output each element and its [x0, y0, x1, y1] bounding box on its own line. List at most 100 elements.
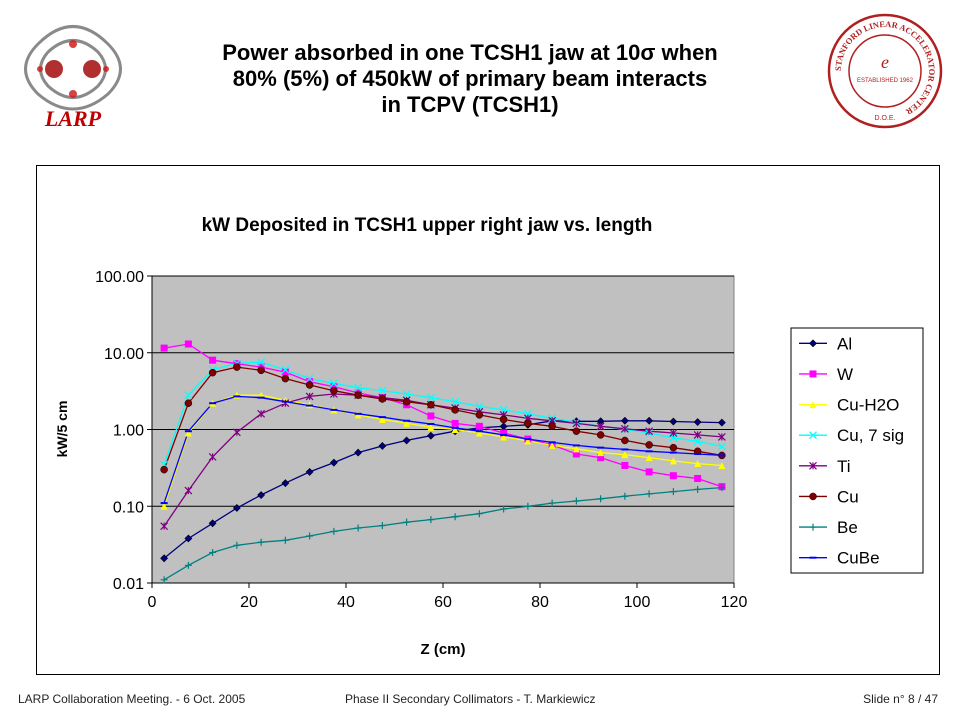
- data-point: [281, 536, 289, 544]
- data-point: [427, 423, 435, 431]
- data-point: [620, 424, 629, 433]
- data-point: [354, 448, 363, 457]
- y-tick-label: 10.00: [104, 346, 144, 363]
- footer-slide-number: Slide n° 8 / 47: [863, 692, 938, 706]
- x-tick-label: 80: [531, 594, 549, 611]
- legend-label: Cu, 7 sig: [837, 426, 904, 445]
- series-line-cu: [163, 366, 723, 470]
- y-axis-label: kW/5 cm: [54, 401, 70, 458]
- data-point: [209, 356, 217, 364]
- data-point: [548, 441, 556, 449]
- data-point: [378, 415, 386, 423]
- footer-meeting: LARP Collaboration Meeting. - 6 Oct. 200…: [18, 692, 246, 706]
- data-point: [402, 397, 411, 406]
- data-point: [499, 415, 508, 424]
- data-point: [669, 488, 677, 496]
- data-point: [645, 416, 654, 425]
- data-point: [572, 427, 581, 435]
- data-point: [620, 416, 629, 425]
- data-point: [475, 411, 484, 419]
- data-point: [329, 458, 338, 467]
- data-point: [693, 430, 702, 439]
- series-line-al: [163, 420, 722, 559]
- slide-title-line-2: 80% (5%) of 450kW of primary beam intera…: [232, 66, 708, 91]
- data-point: [257, 366, 265, 375]
- data-point: [426, 393, 435, 402]
- data-point: [548, 422, 556, 431]
- data-point: [500, 429, 508, 437]
- larp-emblem-icon: LARP: [24, 25, 122, 131]
- slac-seal-icon: STANFORD LINEAR ACCELERATOR CENTER e EST…: [827, 13, 943, 129]
- slide-title: Power absorbed in one TCSH1 jaw at 10σ w…: [150, 40, 790, 118]
- data-point: [281, 374, 290, 383]
- slac-seal-logo: STANFORD LINEAR ACCELERATOR CENTER e EST…: [826, 12, 944, 130]
- data-point: [184, 340, 192, 348]
- data-point: [281, 368, 289, 376]
- seal-doe-text: D.O.E.: [874, 115, 895, 122]
- data-point: [208, 519, 217, 528]
- data-point: [354, 524, 362, 532]
- legend-item: CuBe: [799, 549, 880, 568]
- data-point: [257, 358, 266, 367]
- data-point: [645, 427, 654, 436]
- data-point: [451, 406, 459, 414]
- y-tick-label: 0.10: [113, 499, 144, 516]
- data-point: [184, 429, 192, 437]
- data-point: [475, 422, 483, 430]
- data-point: [621, 436, 629, 445]
- data-point: [524, 419, 532, 428]
- legend-label: Be: [837, 518, 858, 537]
- data-point: [597, 449, 605, 457]
- data-point: [160, 465, 168, 474]
- series-line-cu-h2o: [163, 394, 722, 507]
- series-markers-be: [160, 484, 726, 584]
- data-point: [427, 516, 435, 524]
- data-point: [257, 491, 266, 499]
- larp-logo: LARP: [18, 14, 128, 134]
- legend-label: Cu-H2O: [837, 396, 899, 415]
- data-point: [354, 391, 362, 399]
- data-point: [669, 443, 678, 452]
- data-point: [451, 397, 460, 406]
- data-point: [305, 381, 314, 389]
- data-point: [572, 450, 580, 458]
- data-point: [184, 399, 193, 407]
- data-point: [403, 419, 411, 427]
- data-point: [572, 419, 581, 428]
- data-point: [305, 374, 314, 383]
- data-point: [717, 418, 726, 427]
- data-point: [694, 460, 702, 468]
- data-point: [621, 461, 629, 469]
- x-tick-label: 120: [721, 594, 748, 611]
- data-point: [233, 541, 241, 549]
- data-point: [330, 527, 338, 535]
- series-line-ti: [163, 393, 722, 527]
- data-point: [717, 433, 726, 441]
- data-point: [160, 522, 169, 531]
- data-point: [718, 484, 726, 492]
- y-tick-label: 0.01: [113, 576, 144, 593]
- legend-swatch-marker: [809, 339, 817, 348]
- data-point: [669, 457, 677, 465]
- data-point: [645, 468, 653, 476]
- legend-swatch-marker: [809, 431, 817, 440]
- slide-title-line-1: Power absorbed in one TCSH1 jaw at 10σ w…: [222, 40, 718, 65]
- data-point: [645, 454, 653, 462]
- data-point: [305, 392, 314, 401]
- legend-item: Cu: [799, 487, 859, 506]
- data-point: [694, 474, 702, 482]
- data-point: [427, 412, 435, 420]
- data-point: [645, 441, 653, 449]
- legend-item: Be: [799, 518, 858, 537]
- data-point: [281, 479, 290, 488]
- data-point: [572, 445, 580, 453]
- data-point: [281, 365, 290, 374]
- chart-frame: kW Deposited in TCSH1 upper right jaw vs…: [36, 165, 940, 675]
- data-point: [305, 468, 314, 476]
- data-point: [717, 442, 726, 451]
- data-point: [378, 395, 387, 403]
- data-point: [693, 418, 702, 426]
- slide-title-line-3: in TCPV (TCSH1): [381, 92, 559, 117]
- data-point: [306, 532, 314, 540]
